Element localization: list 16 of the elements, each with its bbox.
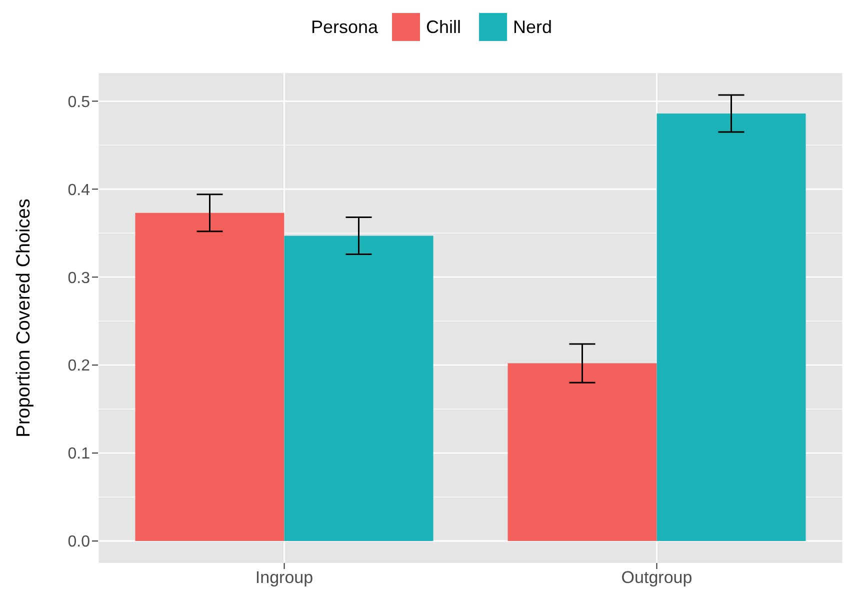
x-tick-label: Outgroup [621, 568, 692, 588]
legend-label: Chill [426, 16, 462, 38]
y-tick-label: 0.1 [68, 446, 90, 463]
y-tick-label: 0.5 [68, 94, 90, 111]
y-axis-title: Proportion Covered Choices [14, 198, 35, 438]
y-tick-label: 0.4 [68, 182, 90, 199]
bar [508, 363, 657, 542]
bar [135, 212, 284, 542]
legend-title: Persona [310, 16, 378, 38]
x-tick-label: Ingroup [255, 568, 314, 588]
y-tick-label: 0.0 [68, 534, 90, 551]
y-tick-label: 0.2 [68, 358, 90, 375]
y-tick-label: 0.3 [68, 270, 90, 287]
bar [656, 113, 806, 542]
legend-label: Nerd [513, 16, 552, 38]
bar [284, 236, 434, 542]
